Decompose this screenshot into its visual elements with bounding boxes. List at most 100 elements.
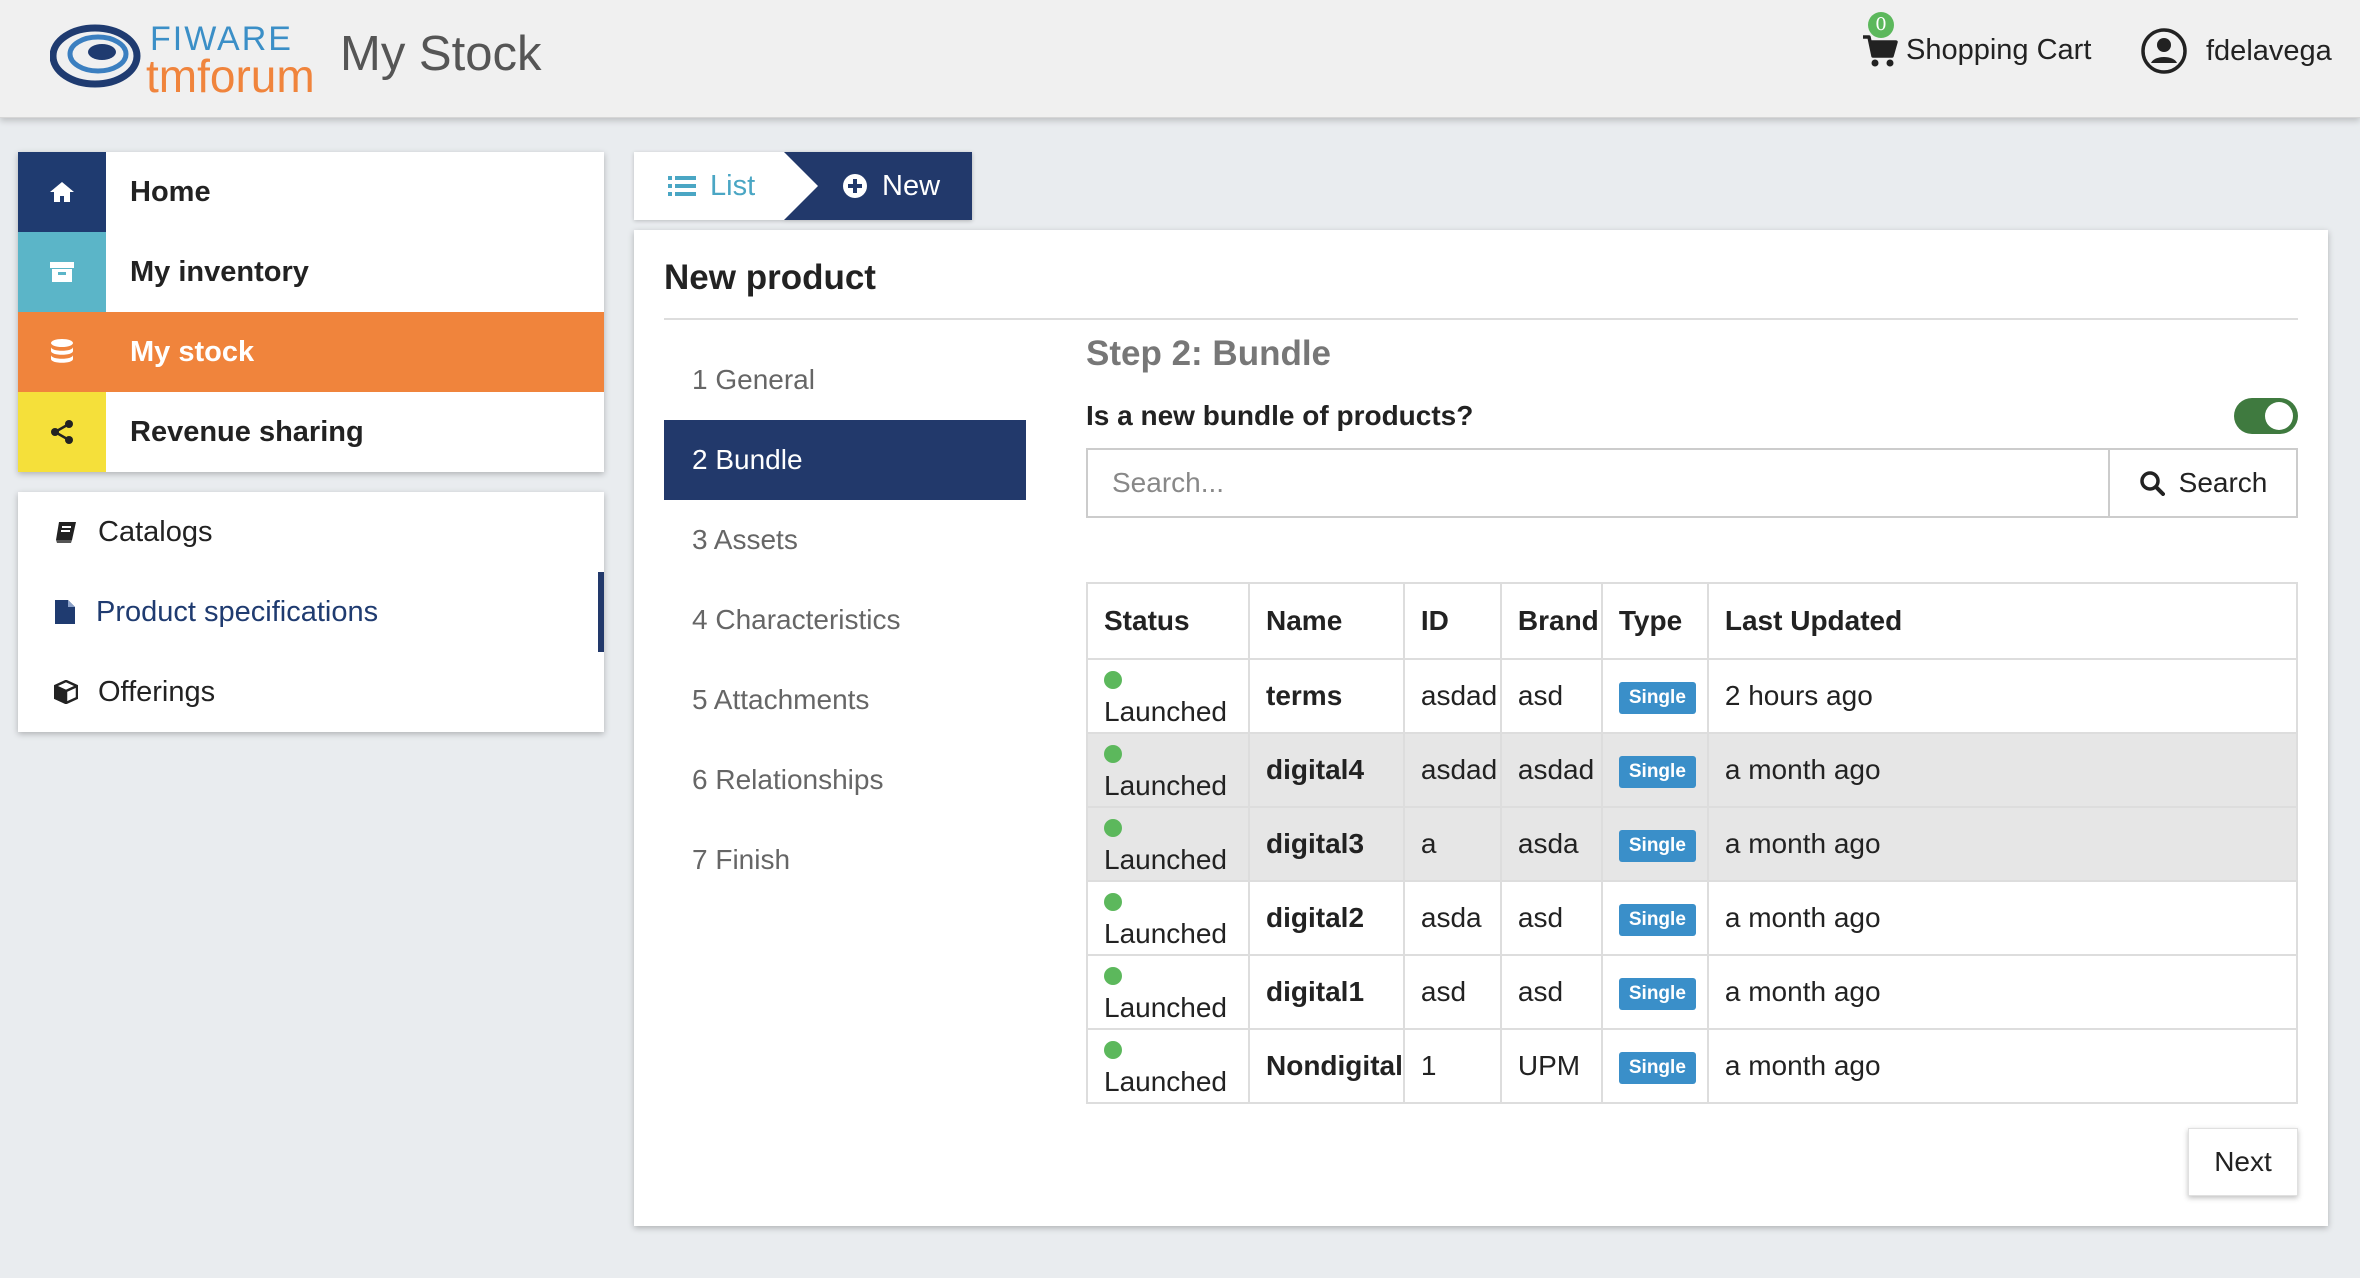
name-cell: digital2 bbox=[1248, 880, 1405, 956]
type-cell: Single bbox=[1600, 880, 1709, 956]
logo-fiware-text: FIWARE bbox=[150, 20, 293, 58]
type-cell: Single bbox=[1600, 1028, 1709, 1104]
name-cell: digital1 bbox=[1248, 954, 1405, 1030]
cube-icon bbox=[54, 680, 78, 704]
status-cell: Launched bbox=[1086, 732, 1250, 808]
new-product-panel: New product 1 General 2 Bundle 3 Assets … bbox=[634, 230, 2328, 1226]
nav-item-label: My inventory bbox=[130, 255, 309, 288]
cart-count-badge: 0 bbox=[1868, 12, 1894, 38]
sub-item-catalogs[interactable]: Catalogs bbox=[18, 492, 604, 572]
app-title: My Stock bbox=[340, 27, 542, 81]
step-assets[interactable]: 3 Assets bbox=[692, 524, 798, 555]
step-finish[interactable]: 7 Finish bbox=[692, 844, 791, 875]
bundle-toggle[interactable] bbox=[2234, 398, 2298, 434]
shopping-cart-link[interactable]: 0 Shopping Cart bbox=[1862, 12, 2091, 68]
step-characteristics[interactable]: 4 Characteristics bbox=[692, 604, 901, 635]
id-cell: a bbox=[1402, 806, 1502, 882]
updated-cell: a month ago bbox=[1706, 1028, 2299, 1104]
plus-circle-icon bbox=[843, 174, 867, 198]
column-header-type[interactable]: Type bbox=[1600, 582, 1709, 660]
list-icon bbox=[668, 176, 696, 196]
type-cell: Single bbox=[1600, 732, 1709, 808]
status-text: Launched bbox=[1104, 1066, 1228, 1097]
step-title: Step 2: Bundle bbox=[1086, 334, 1332, 373]
table-row[interactable]: Launched digital3 a asda Single a month … bbox=[1086, 806, 2299, 882]
book-icon bbox=[56, 522, 76, 543]
type-cell: Single bbox=[1600, 658, 1709, 734]
type-cell: Single bbox=[1600, 806, 1709, 882]
status-cell: Launched bbox=[1086, 880, 1250, 956]
sub-item-product-specifications[interactable]: Product specifications bbox=[18, 572, 604, 652]
step-general[interactable]: 1 General bbox=[692, 364, 815, 395]
database-icon bbox=[18, 312, 106, 392]
step-content: Step 2: Bundle Is a new bundle of produc… bbox=[1086, 334, 2299, 1104]
home-icon bbox=[18, 152, 106, 232]
updated-cell: a month ago bbox=[1706, 806, 2299, 882]
column-header-id[interactable]: ID bbox=[1402, 582, 1502, 660]
sub-item-label: Offerings bbox=[98, 675, 216, 708]
table-row[interactable]: Launched digital4 asdad asdad Single a m… bbox=[1086, 732, 2299, 808]
status-dot bbox=[1104, 744, 1122, 763]
nav-item-my-inventory[interactable]: My inventory bbox=[18, 232, 604, 312]
next-button[interactable]: Next bbox=[2188, 1128, 2298, 1196]
table-row[interactable]: Launched terms asdad asd Single 2 hours … bbox=[1086, 658, 2299, 734]
sub-item-offerings[interactable]: Offerings bbox=[18, 652, 604, 732]
breadcrumb-tabs: List New bbox=[634, 152, 972, 220]
name-cell: terms bbox=[1248, 658, 1405, 734]
table-row[interactable]: Launched digital1 asd asd Single a month… bbox=[1086, 954, 2299, 1030]
step-bundle[interactable]: 2 Bundle bbox=[664, 420, 1026, 500]
brand-cell: asd bbox=[1499, 658, 1603, 734]
share-icon bbox=[18, 392, 106, 472]
search-input[interactable] bbox=[1088, 450, 2108, 516]
sub-navigation: Catalogs Product specifications Offering… bbox=[18, 492, 604, 732]
status-text: Launched bbox=[1104, 844, 1228, 875]
fiware-tmforum-logo[interactable]: FIWARE tmforum bbox=[49, 14, 322, 104]
type-badge: Single bbox=[1618, 756, 1696, 788]
search-button[interactable]: Search bbox=[2108, 450, 2296, 516]
bundle-question-label: Is a new bundle of products? bbox=[1086, 400, 1474, 431]
sub-item-label: Product specifications bbox=[96, 595, 379, 628]
products-table: Status Name ID Brand Type Last Updated L… bbox=[1086, 582, 2299, 1104]
status-text: Launched bbox=[1104, 696, 1228, 727]
column-header-last-updated[interactable]: Last Updated bbox=[1706, 582, 2299, 660]
tab-list[interactable]: List bbox=[634, 152, 818, 220]
name-cell: digital3 bbox=[1248, 806, 1405, 882]
brand-cell: asd bbox=[1499, 954, 1603, 1030]
table-header-row: Status Name ID Brand Type Last Updated bbox=[1086, 582, 2299, 660]
step-relationships[interactable]: 6 Relationships bbox=[692, 764, 884, 795]
status-text: Launched bbox=[1104, 992, 1228, 1023]
nav-item-label: My stock bbox=[130, 335, 255, 368]
nav-item-home[interactable]: Home bbox=[18, 152, 604, 232]
username: fdelavega bbox=[2206, 34, 2332, 67]
type-badge: Single bbox=[1618, 978, 1696, 1010]
file-icon bbox=[55, 600, 75, 624]
table-row[interactable]: Launched digital2 asda asd Single a mont… bbox=[1086, 880, 2299, 956]
nav-item-my-stock[interactable]: My stock bbox=[18, 312, 604, 392]
status-dot bbox=[1104, 1040, 1122, 1059]
id-cell: 1 bbox=[1402, 1028, 1502, 1104]
status-text: Launched bbox=[1104, 918, 1228, 949]
sub-item-label: Catalogs bbox=[98, 515, 213, 548]
status-dot bbox=[1104, 966, 1122, 985]
name-cell: digital4 bbox=[1248, 732, 1405, 808]
updated-cell: a month ago bbox=[1706, 954, 2299, 1030]
name-cell: Nondigital bbox=[1248, 1028, 1405, 1104]
status-dot bbox=[1104, 892, 1122, 911]
main-navigation: Home My inventory My stock Revenue shari… bbox=[18, 152, 604, 472]
nav-item-label: Home bbox=[130, 175, 211, 208]
table-row[interactable]: Launched Nondigital 1 UPM Single a month… bbox=[1086, 1028, 2299, 1104]
brand-cell: UPM bbox=[1499, 1028, 1603, 1104]
nav-item-revenue-sharing[interactable]: Revenue sharing bbox=[18, 392, 604, 472]
column-header-name[interactable]: Name bbox=[1248, 582, 1405, 660]
column-header-brand[interactable]: Brand bbox=[1499, 582, 1603, 660]
status-cell: Launched bbox=[1086, 658, 1250, 734]
tab-list-label: List bbox=[710, 169, 756, 202]
step-attachments[interactable]: 5 Attachments bbox=[692, 684, 870, 715]
column-header-status[interactable]: Status bbox=[1086, 582, 1250, 660]
tab-new-label: New bbox=[882, 169, 941, 202]
search-bar: Search bbox=[1086, 448, 2298, 518]
archive-icon bbox=[18, 232, 106, 312]
logo-tmforum-text: tmforum bbox=[146, 50, 315, 102]
user-menu[interactable]: fdelavega bbox=[2140, 27, 2332, 75]
type-badge: Single bbox=[1618, 1052, 1696, 1084]
